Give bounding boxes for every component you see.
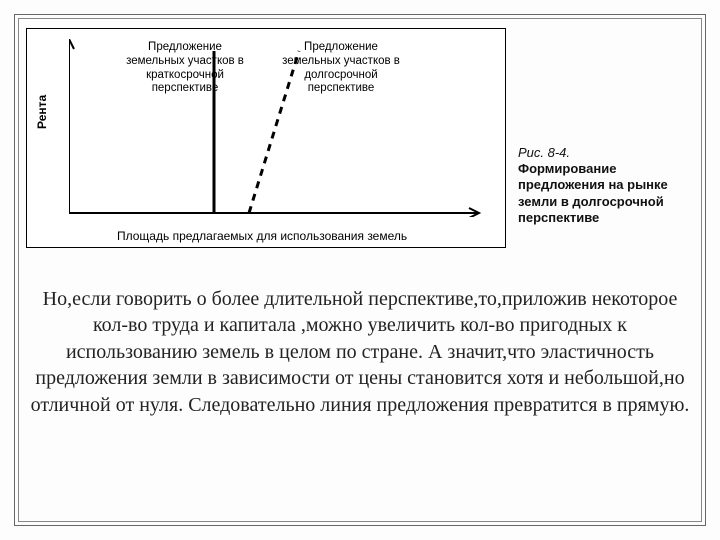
x-axis-label: Площадь предлагаемых для использования з… xyxy=(117,229,407,243)
supply-chart: Рента Площадь предлагаемых для использов… xyxy=(26,28,506,248)
slide-content: Рента Площадь предлагаемых для использов… xyxy=(24,24,696,516)
chart-plot: Предложение земельных участков в краткос… xyxy=(69,39,489,217)
series2-label: Предложение земельных участков в долгоср… xyxy=(281,41,401,96)
figure-caption: Рис. 8-4. Формирование предложения на ры… xyxy=(518,145,682,248)
figure-row: Рента Площадь предлагаемых для использов… xyxy=(24,24,696,248)
body-paragraph: Но,если говорить о более длительной перс… xyxy=(24,286,696,418)
figure-title: Формирование предложения на рынке земли … xyxy=(518,161,668,225)
figure-number: Рис. 8-4. xyxy=(518,145,570,160)
series1-label: Предложение земельных участков в краткос… xyxy=(125,41,245,96)
y-axis-label: Рента xyxy=(35,95,49,129)
